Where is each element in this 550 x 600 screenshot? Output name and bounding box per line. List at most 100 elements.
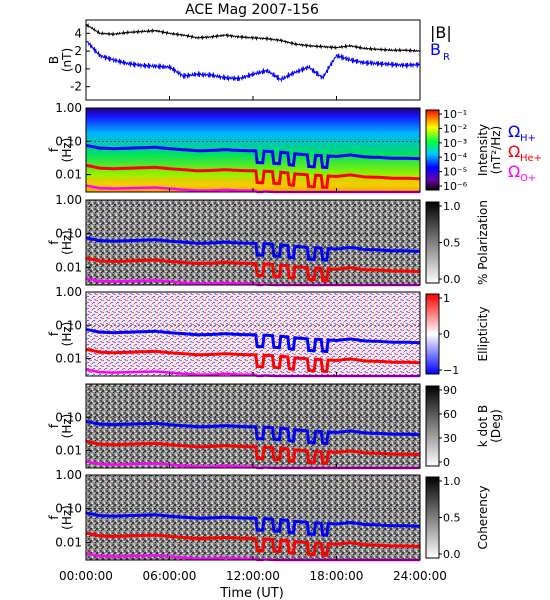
gyro-line-h	[85, 236, 420, 262]
legend-omega-he-sub: He+	[520, 153, 542, 164]
xtick-label: 06:00:00	[143, 569, 197, 583]
field-ytick-label: -2	[70, 80, 82, 94]
gyro-line-he	[85, 439, 421, 465]
series-line-b-mag	[85, 22, 421, 54]
colorbar-tick-label-intensity: 10⁻²	[443, 122, 467, 135]
colorbar-tick-label-intensity: 10⁻⁴	[443, 151, 468, 164]
x-axis-label: Time (UT)	[219, 586, 284, 600]
ytick-label-coherency: 0.10	[55, 502, 82, 516]
colorbar-tick-label-kdotb: 30	[443, 432, 457, 445]
gyro-line-he	[85, 347, 421, 373]
yunit-polarization: (Hz)	[60, 230, 74, 255]
colorbar-unit-intensity: (nT²/Hz)	[489, 126, 503, 174]
colorbar-tick-label-ellipticity: 1	[443, 292, 450, 305]
colorbar-tick-label-ellipticity: 0	[443, 328, 450, 341]
yunit-kdotb: (Hz)	[60, 414, 74, 439]
colorbar-tick-label-kdotb: 90	[443, 384, 457, 397]
colorbar-ellipticity	[425, 293, 440, 375]
legend-omega-h-sub: H+	[520, 133, 536, 144]
ytick-label-polarization: 0.01	[55, 260, 82, 274]
ylabel-ellipticity: f	[47, 331, 61, 336]
panel-intensity: f (Hz) 1.00 0.10 0.01 10⁻¹10⁻² 10⁻³10⁻⁴ 10⁻⁵10⁻…	[47, 101, 503, 194]
colorbar-label-kdotb: k dot B	[476, 405, 490, 447]
ylabel-kdotb: f	[47, 423, 61, 428]
xtick-label: 12:00:00	[226, 569, 280, 583]
ytick-label-ellipticity: 1.00	[55, 285, 82, 299]
gyro-line-h	[85, 328, 420, 354]
colorbar-tick-label-coherency: 0.0	[443, 548, 461, 561]
ytick-label-polarization: 1.00	[55, 193, 82, 207]
legend-b-r-sub: R	[443, 52, 450, 63]
ytick-label-ellipticity: 0.10	[55, 318, 82, 332]
ytick-label-intensity: 0.01	[55, 168, 82, 182]
series-line-b-r	[85, 40, 421, 83]
field-legend: |B| B R	[430, 23, 452, 63]
colorbar-tick-label-kdotb: 60	[443, 408, 457, 421]
colorbar-tick-label-kdotb: 0	[443, 456, 450, 469]
colorbar-tick-label-polarization: 0.0	[443, 273, 461, 286]
figure-title: ACE Mag 2007-156	[185, 2, 319, 18]
xtick-label: 00:00:00	[59, 569, 113, 583]
colorbar-tick-label-polarization: 0.5	[443, 237, 461, 250]
ytick-label-polarization: 0.10	[55, 227, 82, 241]
legend-omega-o-symbol: Ω	[508, 162, 520, 181]
panel-polarization: f (Hz) 1.00 0.10 0.01 1.0 0.5 0.0 % Polarization	[47, 193, 490, 287]
colorbar-tick-label-intensity: 10⁻⁵	[443, 166, 467, 179]
field-ytick-label: 2	[74, 44, 82, 58]
ytick-label-coherency: 0.01	[55, 535, 82, 549]
yunit-coherency: (Hz)	[60, 505, 74, 530]
xtick-label: 18:00:00	[310, 569, 364, 583]
gyro-line-h	[85, 511, 420, 537]
colorbar-intensity	[425, 109, 440, 191]
panel-field: B (nT) -2 0 2 4	[47, 19, 421, 101]
colorbar-label-ellipticity: Ellipticity	[476, 307, 490, 362]
ytick-label-intensity: 1.00	[55, 101, 82, 115]
gyro-legend: Ω H+ Ω He+ Ω O+	[508, 122, 542, 184]
ylabel-polarization: f	[47, 240, 61, 245]
colorbar-tick-label-coherency: 1.0	[443, 475, 461, 488]
legend-omega-o-sub: O+	[520, 173, 536, 184]
field-ytick-label: 4	[74, 26, 82, 40]
legend-omega-he-symbol: Ω	[508, 142, 520, 161]
colorbar-label-coherency: Coherency	[476, 485, 490, 549]
ytick-label-kdotb: 0.10	[55, 410, 82, 424]
colorbar-tick-label-ellipticity: −1	[443, 364, 459, 377]
colorbar-label-polarization: % Polarization	[476, 200, 490, 285]
colorbar-kdotb	[425, 385, 440, 467]
colorbar-polarization	[425, 201, 440, 284]
colorbar-unit-kdotb: (Deg)	[489, 409, 503, 443]
colorbar-tick-label-intensity: 10⁻⁶	[443, 180, 468, 193]
panel-coherency: f (Hz) 1.00 0.10 0.01 1.0 0.5 0.0 Coherency	[47, 468, 490, 562]
ytick-label-coherency: 1.00	[55, 468, 82, 482]
ylabel-intensity: f	[47, 147, 61, 152]
colorbar-tick-label-intensity: 10⁻³	[443, 137, 467, 150]
legend-omega-h-symbol: Ω	[508, 122, 520, 141]
xtick-label: 24:00:00	[393, 569, 447, 583]
yunit-field: (nT)	[60, 48, 74, 72]
gyro-line-h	[85, 144, 420, 170]
gyro-line-he	[85, 163, 421, 189]
yunit-ellipticity: (Hz)	[60, 322, 74, 347]
colorbar-tick-label-coherency: 0.5	[443, 512, 461, 525]
ytick-label-intensity: 0.10	[55, 134, 82, 148]
colorbar-label-intensity: Intensity	[476, 124, 490, 176]
panel-ellipticity: f (Hz) 1.00 0.10 0.01 1 0 −1 Ellipticity	[47, 285, 490, 378]
ylabel-field: B	[47, 56, 61, 64]
colorbar-coherency	[425, 476, 440, 559]
ytick-label-ellipticity: 0.01	[55, 352, 82, 366]
field-ytick-label: 0	[74, 62, 82, 76]
gyro-line-h	[85, 420, 420, 446]
ytick-label-kdotb: 0.01	[55, 444, 82, 458]
gyro-line-he	[85, 256, 421, 282]
x-axis-tick-labels: 00:00:00 06:00:00 12:00:00 18:00:00 24:00:00	[59, 96, 447, 583]
legend-b-mag: |B|	[430, 23, 452, 42]
panel-kdotb: f (Hz)0.10 0.01 90 60 30 0 k dot B (Deg)	[47, 383, 503, 470]
colorbar-tick-label-intensity: 10⁻¹	[443, 108, 467, 121]
colorbar-tick-label-polarization: 1.0	[443, 200, 461, 213]
ylabel-coherency: f	[47, 515, 61, 520]
gyro-line-he	[85, 531, 421, 557]
legend-b-r: B	[430, 40, 441, 59]
yunit-intensity: (Hz)	[60, 138, 74, 163]
